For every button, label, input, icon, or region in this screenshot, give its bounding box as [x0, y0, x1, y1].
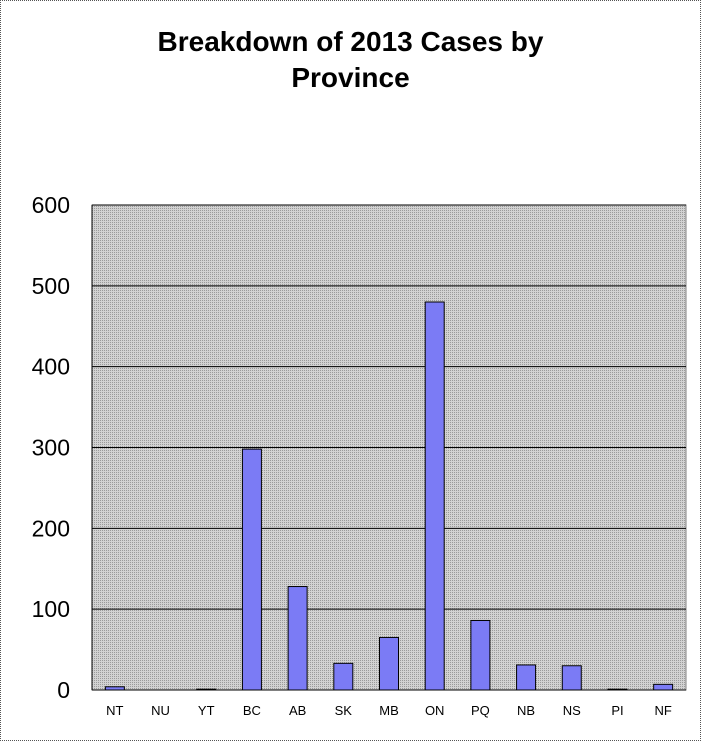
- bar-ns: [561, 665, 582, 691]
- y-tick-label: 600: [32, 192, 70, 218]
- x-tick-label: PI: [611, 703, 623, 718]
- axes: [91, 205, 686, 691]
- bar-pq: [470, 619, 491, 691]
- x-tick-label: AB: [289, 703, 306, 718]
- y-tick-labels: 0 100 200 300 400 500 600: [32, 192, 70, 703]
- y-tick-label: 0: [57, 677, 70, 703]
- y-tick-label: 500: [32, 273, 70, 299]
- chart-title-line-2: Province: [291, 62, 410, 93]
- x-tick-label: NF: [654, 703, 671, 718]
- bar-nb: [516, 664, 537, 691]
- x-tick-label: NS: [563, 703, 581, 718]
- bar-mb: [379, 636, 399, 691]
- x-tick-label: BC: [243, 703, 261, 718]
- chart-title-line-1: Breakdown of 2013 Cases by: [157, 26, 544, 57]
- bar-nf: [653, 683, 674, 691]
- y-tick-label: 300: [32, 435, 70, 461]
- y-tick-label: 100: [32, 596, 70, 622]
- bar-sk: [333, 662, 354, 691]
- x-tick-label: ON: [425, 703, 445, 718]
- bar-on: [424, 301, 445, 691]
- bar-bc: [241, 448, 262, 691]
- x-tick-label: YT: [198, 703, 215, 718]
- y-tick-label: 200: [32, 515, 70, 541]
- gridlines: [92, 204, 686, 610]
- x-tick-label: MB: [379, 703, 399, 718]
- x-tick-label: PQ: [471, 703, 490, 718]
- x-tick-label: NU: [151, 703, 170, 718]
- y-tick-label: 400: [32, 354, 70, 380]
- x-tick-label: NT: [106, 703, 123, 718]
- chart-title: Breakdown of 2013 Cases by Province: [0, 24, 701, 96]
- x-tick-label: NB: [517, 703, 535, 718]
- x-tick-labels: NT NU YT BC AB SK MB ON PQ NB NS PI NF: [106, 703, 672, 718]
- bar-ab: [287, 586, 308, 691]
- x-tick-label: SK: [335, 703, 353, 718]
